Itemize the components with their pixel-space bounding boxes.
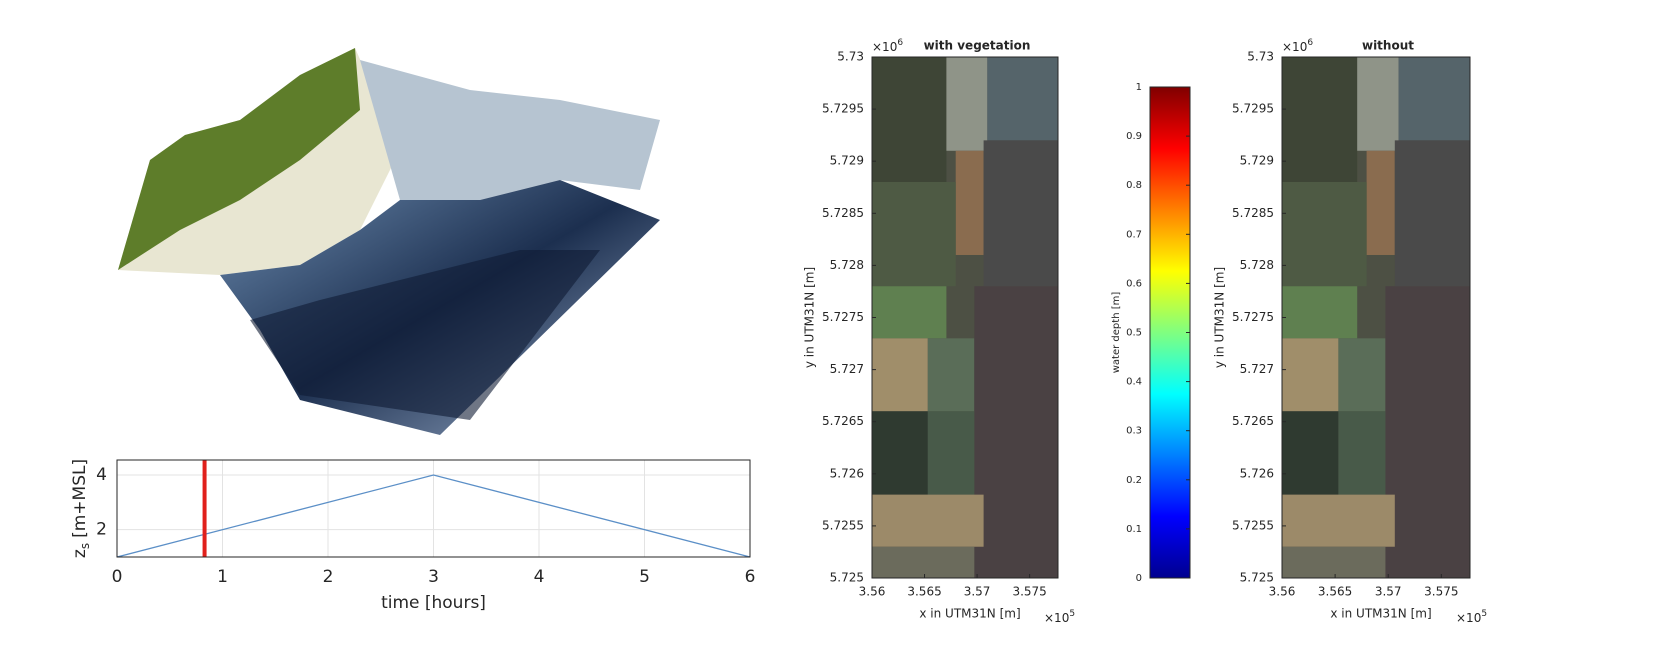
y-tick-label: 5.7295	[822, 102, 864, 116]
surface-3d	[118, 48, 660, 435]
figure: 012345624time [hours]zs[m+MSL]3.563.5653…	[0, 0, 1657, 656]
y-tick-label: 5.7265	[1232, 414, 1274, 428]
colorbar-tick-label: 1	[1136, 82, 1142, 93]
y-axis-label: y in UTM31N [m]	[1213, 267, 1227, 368]
colorbar-tick-label: 0.9	[1126, 131, 1142, 142]
y-tick-label: 5.726	[830, 466, 864, 480]
y-tick-label: 5.7255	[822, 518, 864, 532]
x-tick-label: 3.565	[907, 585, 941, 599]
x-axis-label: x in UTM31N [m]	[919, 607, 1020, 621]
x-axis-label: x in UTM31N [m]	[1330, 607, 1431, 621]
colorbar-tick-label: 0.5	[1126, 328, 1142, 339]
map-title: with vegetation	[924, 39, 1031, 53]
colorbar	[1150, 87, 1190, 578]
y-tick-label: 5.726	[1240, 466, 1274, 480]
map-title: without	[1362, 39, 1414, 53]
colorbar-tick-label: 0.3	[1126, 426, 1142, 437]
x-axis-label: time [hours]	[381, 593, 486, 613]
y-tick-label: 5.725	[830, 571, 864, 585]
y-tick-label: 5.729	[1240, 154, 1274, 168]
colorbar-tick-label: 0.6	[1126, 278, 1142, 289]
y-tick-label: 5.725	[1240, 571, 1274, 585]
y-multiplier: ×106	[1282, 38, 1313, 54]
y-tick-label: 5.728	[830, 258, 864, 272]
y-label-unit: [m+MSL]	[70, 459, 90, 538]
y-tick-label: 5.73	[837, 50, 864, 64]
colorbar-tick-label: 0.1	[1126, 524, 1142, 535]
y-tick-label: 5.7275	[822, 310, 864, 324]
y-tick-label: 5.728	[1240, 258, 1274, 272]
colorbar-tick-label: 0.8	[1126, 180, 1142, 191]
y-tick-label: 5.7255	[1232, 518, 1274, 532]
multiplier-exponent: 6	[897, 38, 903, 48]
y-tick-label: 2	[96, 520, 107, 540]
x-tick-label: 4	[534, 567, 545, 587]
y-label-main: z	[70, 549, 90, 558]
x-tick-label: 6	[745, 567, 756, 587]
y-tick-label: 5.7275	[1232, 310, 1274, 324]
y-label-subscript: s	[78, 543, 92, 549]
colorbar-tick-label: 0.2	[1126, 475, 1142, 486]
multiplier-exponent: 5	[1481, 609, 1487, 619]
multiplier-base: ×10	[1044, 611, 1069, 625]
x-multiplier: ×105	[1456, 609, 1487, 625]
y-tick-label: 4	[96, 465, 107, 485]
x-tick-label: 3.56	[859, 585, 886, 599]
x-tick-label: 3.575	[1424, 585, 1458, 599]
y-tick-label: 5.729	[830, 154, 864, 168]
colorbar-tick-label: 0	[1136, 573, 1142, 584]
y-tick-label: 5.73	[1247, 50, 1274, 64]
aerial-image	[872, 57, 1058, 578]
y-axis-label: zs [m+MSL]	[70, 459, 92, 558]
y-tick-label: 5.7265	[822, 414, 864, 428]
x-tick-label: 3.575	[1012, 585, 1046, 599]
y-tick-label: 5.7285	[1232, 206, 1274, 220]
y-tick-label: 5.7285	[822, 206, 864, 220]
x-tick-label: 3.57	[964, 585, 991, 599]
colorbar-tick-label: 0.7	[1126, 229, 1142, 240]
x-multiplier: ×105	[1044, 609, 1075, 625]
y-tick-label: 5.727	[830, 362, 864, 376]
multiplier-exponent: 5	[1069, 609, 1075, 619]
multiplier-base: ×10	[1456, 611, 1481, 625]
x-tick-label: 1	[217, 567, 228, 587]
colorbar-tick-label: 0.4	[1126, 377, 1142, 388]
multiplier-base: ×10	[1282, 40, 1307, 54]
multiplier-exponent: 6	[1307, 38, 1313, 48]
aerial-image	[1282, 57, 1470, 578]
y-multiplier: ×106	[872, 38, 903, 54]
y-axis-label: y in UTM31N [m]	[803, 267, 817, 368]
x-tick-label: 2	[323, 567, 334, 587]
x-tick-label: 3.565	[1318, 585, 1352, 599]
colorbar-label: water depth [m]	[1111, 292, 1122, 374]
multiplier-base: ×10	[872, 40, 897, 54]
y-tick-label: 5.7295	[1232, 102, 1274, 116]
x-tick-label: 5	[639, 567, 650, 587]
x-tick-label: 3.57	[1375, 585, 1402, 599]
x-tick-label: 3	[428, 567, 439, 587]
page: {"chart_data": [ {"type": "line", "x": […	[0, 0, 1657, 656]
x-tick-label: 3.56	[1269, 585, 1296, 599]
x-tick-label: 0	[112, 567, 123, 587]
y-tick-label: 5.727	[1240, 362, 1274, 376]
